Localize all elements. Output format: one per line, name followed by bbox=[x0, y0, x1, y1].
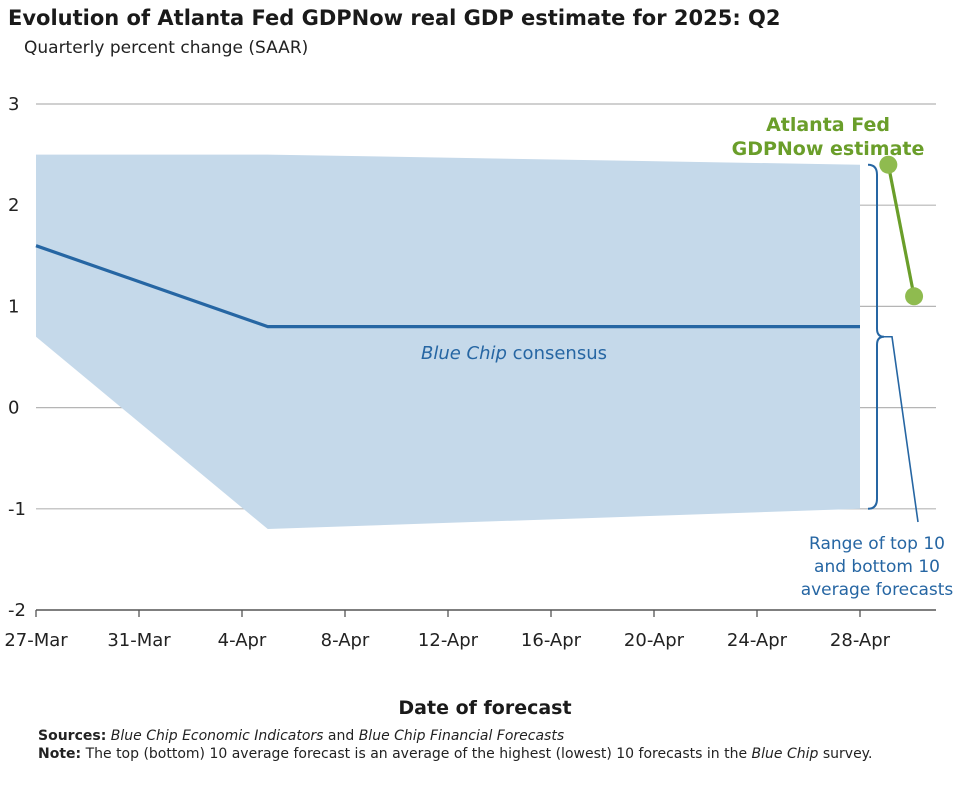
forecast-range-band bbox=[36, 154, 860, 530]
annotations: Atlanta Fed GDPNow estimate Blue Chip co… bbox=[421, 114, 953, 600]
sources-line: Sources: Blue Chip Economic Indicators a… bbox=[38, 727, 898, 745]
axes: 3 2 1 0 -1 -2 27-Mar 31-Mar 4-Apr 8-Apr 12-Apr 16-A… bbox=[4, 94, 890, 651]
range-leader-line bbox=[884, 335, 919, 523]
range-label-line3: average forecasts bbox=[801, 580, 954, 600]
gdpnow-label-line2: GDPNow estimate bbox=[732, 138, 925, 160]
x-tick-label: 4-Apr bbox=[218, 630, 267, 651]
chart-subtitle: Quarterly percent change (SAAR) bbox=[24, 38, 309, 58]
gdpnow-point bbox=[905, 287, 924, 306]
note-text-1: The top (bottom) 10 average forecast is … bbox=[81, 746, 752, 762]
x-tick-label: 27-Mar bbox=[4, 630, 68, 651]
gdpnow-label-line1: Atlanta Fed bbox=[766, 114, 890, 136]
range-band-area bbox=[36, 154, 860, 530]
gdpnow-point bbox=[879, 155, 898, 174]
y-tick-label: 2 bbox=[8, 195, 19, 216]
x-tick-label: 8-Apr bbox=[321, 630, 370, 651]
note-line: Note: The top (bottom) 10 average foreca… bbox=[38, 745, 898, 763]
x-tick-label: 12-Apr bbox=[418, 630, 479, 651]
x-tick-label: 20-Apr bbox=[624, 630, 685, 651]
y-tick-label: -2 bbox=[8, 600, 26, 621]
blue-chip-consensus-line bbox=[35, 244, 860, 329]
gdpnow-line bbox=[886, 164, 916, 297]
sources-label: Sources: bbox=[38, 728, 107, 744]
range-brace bbox=[867, 163, 885, 510]
note-label: Note: bbox=[38, 746, 82, 762]
y-tick-label: 3 bbox=[8, 94, 19, 115]
blue-chip-consensus-label: Blue Chip consensus bbox=[421, 343, 607, 364]
sources-and: and bbox=[323, 728, 359, 744]
sources-italic-2: Blue Chip Financial Forecasts bbox=[358, 728, 565, 744]
y-tick-label: 1 bbox=[8, 296, 19, 317]
sources-italic-1: Blue Chip Economic Indicators bbox=[110, 728, 324, 744]
blue-chip-italic: Blue Chip bbox=[421, 343, 507, 364]
x-tick-label: 24-Apr bbox=[727, 630, 788, 651]
chart-notes: Sources: Blue Chip Economic Indicators a… bbox=[38, 727, 898, 763]
note-text-2: survey. bbox=[818, 746, 873, 762]
x-tick-label: 31-Mar bbox=[107, 630, 171, 651]
consensus-word: consensus bbox=[507, 343, 607, 364]
gdp-chart: 3 2 1 0 -1 -2 27-Mar 31-Mar 4-Apr 8-Apr 12-Apr 16-A… bbox=[4, 94, 953, 651]
series-lines bbox=[35, 155, 924, 329]
x-tick-label: 28-Apr bbox=[830, 630, 891, 651]
range-label-line1: Range of top 10 bbox=[809, 534, 945, 554]
y-tick-label: 0 bbox=[8, 398, 19, 419]
note-italic: Blue Chip bbox=[751, 746, 819, 762]
chart-title: Evolution of Atlanta Fed GDPNow real GDP… bbox=[8, 6, 781, 30]
y-tick-label: -1 bbox=[8, 499, 26, 520]
range-label-line2: and bottom 10 bbox=[814, 557, 940, 577]
x-tick-label: 16-Apr bbox=[521, 630, 582, 651]
x-axis-label: Date of forecast bbox=[398, 697, 572, 719]
